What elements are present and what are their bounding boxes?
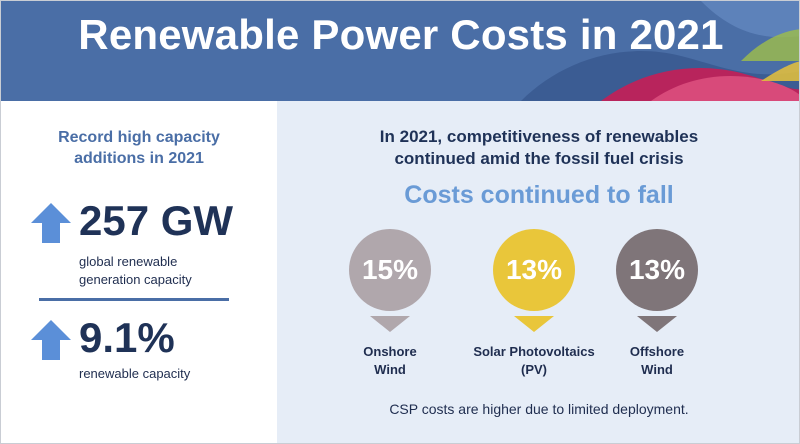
right-panel: In 2021, competitiveness of renewables c… bbox=[277, 101, 799, 443]
cost-percent-badge: 13% bbox=[493, 229, 575, 311]
decorative-waves bbox=[521, 1, 799, 101]
arrow-up-icon bbox=[31, 203, 71, 243]
capacity-heading: Record high capacity additions in 2021 bbox=[58, 129, 220, 167]
stat-value: 9.1% bbox=[79, 314, 175, 361]
divider bbox=[39, 298, 229, 301]
stat-description: renewable capacity bbox=[79, 366, 191, 381]
competitiveness-heading: In 2021, competitiveness of renewables c… bbox=[379, 127, 699, 168]
csp-note: CSP costs are higher due to limited depl… bbox=[389, 401, 689, 417]
costs-subheading: Costs continued to fall bbox=[404, 181, 674, 209]
cost-percent-badge: 13% bbox=[616, 229, 698, 311]
cost-percent-badge: 15% bbox=[349, 229, 431, 311]
pin-pointer-icon bbox=[514, 316, 554, 332]
technology-label: Onshore Wind bbox=[363, 344, 417, 377]
header-banner: Renewable Power Costs in 2021 bbox=[1, 1, 799, 101]
stat-value: 257 GW bbox=[79, 197, 234, 244]
technology-label: Offshore Wind bbox=[629, 344, 685, 377]
technology-label: Solar Photovoltaics (PV) bbox=[473, 344, 595, 377]
pin-pointer-icon bbox=[370, 316, 410, 332]
pin-pointer-icon bbox=[637, 316, 677, 332]
arrow-up-icon bbox=[31, 320, 71, 360]
page-title: Renewable Power Costs in 2021 bbox=[78, 11, 724, 58]
stat-description: global renewable generation capacity bbox=[79, 254, 192, 287]
left-panel: Record high capacity additions in 2021 2… bbox=[1, 101, 277, 443]
